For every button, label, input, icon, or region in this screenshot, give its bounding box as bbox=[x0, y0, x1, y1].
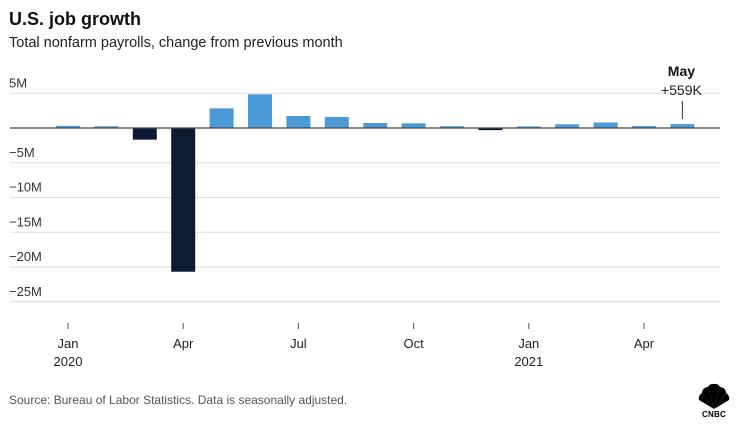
x-tick-label: Jan bbox=[518, 336, 539, 351]
x-tick-label: Jan bbox=[58, 336, 79, 351]
y-tick-label: 5M bbox=[9, 75, 27, 90]
bar bbox=[516, 126, 541, 128]
bar bbox=[363, 122, 388, 128]
bar bbox=[555, 124, 580, 128]
bar bbox=[440, 126, 464, 128]
y-tick-label: −25M bbox=[9, 284, 42, 299]
chart-title: U.S. job growth bbox=[9, 9, 141, 29]
bar bbox=[286, 115, 311, 128]
annotation-value: +559K bbox=[661, 82, 703, 98]
y-tick-label: −20M bbox=[9, 249, 42, 264]
bar bbox=[171, 128, 196, 272]
x-tick-year-label: 2020 bbox=[54, 354, 83, 369]
bar bbox=[632, 126, 656, 128]
bar bbox=[401, 123, 426, 128]
bar bbox=[56, 125, 80, 128]
peacock-icon bbox=[698, 383, 730, 409]
bar bbox=[248, 94, 272, 128]
chart-subtitle: Total nonfarm payrolls, change from prev… bbox=[9, 35, 343, 51]
y-tick-label: −10M bbox=[9, 180, 42, 195]
x-tick-label: Oct bbox=[403, 336, 424, 351]
bar bbox=[478, 128, 503, 131]
bar-chart: 5M −5M −10M −15M −20M −25M Jan 2020 Apr Jul Oct Jan… bbox=[9, 63, 720, 369]
x-tick-year-label: 2021 bbox=[514, 354, 543, 369]
bar bbox=[209, 108, 234, 128]
y-tick-label: −5M bbox=[9, 145, 35, 160]
source-note: Source: Bureau of Labor Statistics. Data… bbox=[9, 393, 348, 407]
x-tick-label: Apr bbox=[173, 336, 194, 351]
annotation-title: May bbox=[668, 63, 695, 79]
bar bbox=[324, 117, 349, 128]
bar bbox=[593, 122, 618, 128]
bar bbox=[670, 124, 695, 128]
x-tick-label: Apr bbox=[634, 336, 655, 351]
bar bbox=[132, 128, 157, 140]
x-tick-label: Jul bbox=[290, 336, 307, 351]
cnbc-logo: CNBC bbox=[694, 383, 734, 423]
y-tick-label: −15M bbox=[9, 214, 42, 229]
logo-wordmark: CNBC bbox=[702, 410, 726, 419]
bar bbox=[94, 126, 119, 128]
